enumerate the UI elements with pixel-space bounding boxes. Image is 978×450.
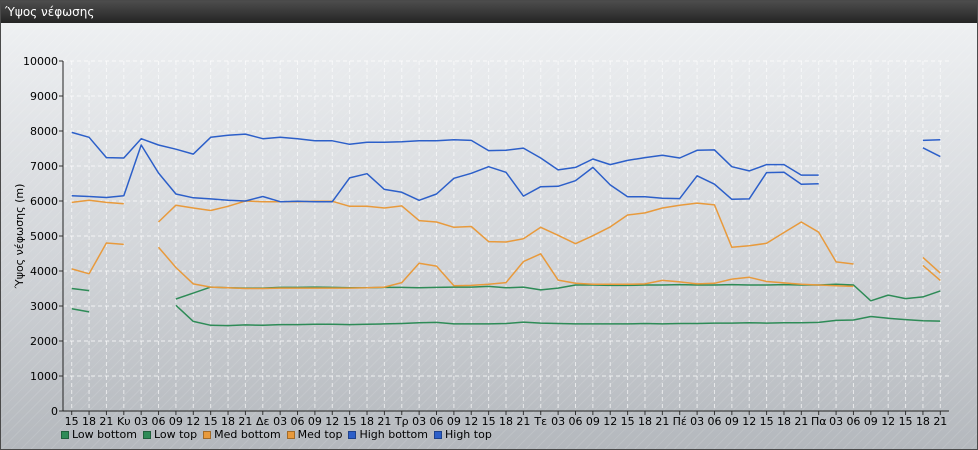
- legend-label: Low top: [153, 428, 198, 441]
- x-tick-label: 21: [377, 415, 391, 428]
- legend-label: Med bottom: [214, 428, 281, 441]
- y-tick-label: 0: [51, 405, 58, 418]
- x-tick-label: 15: [204, 415, 218, 428]
- x-tick-label: 06: [846, 415, 860, 428]
- x-tick-label: 15: [482, 415, 496, 428]
- x-tick-label: 06: [568, 415, 582, 428]
- y-tick-label: 10000: [23, 55, 58, 68]
- x-tick-label: 12: [464, 415, 478, 428]
- x-tick-label: 15: [760, 415, 774, 428]
- x-tick-label: Τρ: [394, 415, 409, 428]
- legend-label: High top: [445, 428, 492, 441]
- x-tick-label: 18: [221, 415, 235, 428]
- x-tick-label: 12: [186, 415, 200, 428]
- series-line-med-bottom: [157, 246, 854, 290]
- x-tick-label: 12: [325, 415, 339, 428]
- y-tick-label: 1000: [30, 370, 58, 383]
- x-tick-label: 18: [638, 415, 652, 428]
- x-tick-label: 03: [412, 415, 426, 428]
- x-tick-label: 21: [655, 415, 669, 428]
- x-tick-label: 06: [152, 415, 166, 428]
- series-line-high-top: [922, 139, 941, 142]
- legend-swatch: [348, 431, 357, 439]
- legend-swatch: [434, 431, 442, 439]
- legend-label: High bottom: [359, 428, 428, 441]
- y-tick-label: 7000: [30, 160, 58, 173]
- x-tick-label: 06: [707, 415, 721, 428]
- series-line-low-bottom: [175, 304, 941, 327]
- y-tick-label: 4000: [30, 265, 58, 278]
- series-line-med-top: [922, 256, 941, 274]
- x-tick-label: 15: [343, 415, 357, 428]
- y-tick-label: 3000: [30, 300, 58, 313]
- legend-item: High top: [434, 428, 492, 441]
- legend-swatch: [203, 431, 212, 439]
- legend-item: High bottom: [348, 428, 428, 441]
- legend-item: Low top: [142, 428, 198, 441]
- x-tick-label: 18: [499, 415, 513, 428]
- x-tick-label: 18: [777, 415, 791, 428]
- x-tick-label: 06: [291, 415, 305, 428]
- series-line-med-bottom: [922, 264, 941, 281]
- x-tick-label: 15: [621, 415, 635, 428]
- x-tick-label: 21: [238, 415, 252, 428]
- x-tick-label: 21: [516, 415, 530, 428]
- x-tick-label: 06: [430, 415, 444, 428]
- legend-label: Low bottom: [72, 428, 137, 441]
- legend-item: Med top: [286, 428, 343, 441]
- series-line-med-top: [71, 199, 124, 205]
- y-tick-label: 6000: [30, 195, 58, 208]
- x-tick-label: Κυ: [117, 415, 131, 428]
- legend-swatch: [286, 431, 295, 439]
- legend-item: Med bottom: [203, 428, 281, 441]
- title-bar: Ύψος νέφωσης: [1, 1, 977, 23]
- y-tick-label: 5000: [30, 230, 58, 243]
- series-line-high-top: [71, 131, 819, 176]
- x-tick-label: 12: [881, 415, 895, 428]
- series-line-med-top: [157, 200, 854, 265]
- x-tick-label: 09: [308, 415, 322, 428]
- y-axis-label: Ύψος νέφωσης (m): [13, 184, 26, 290]
- x-tick-label: 09: [169, 415, 183, 428]
- series-line-med-bottom: [71, 242, 124, 275]
- x-tick-label: 21: [794, 415, 808, 428]
- window-title: Ύψος νέφωσης: [5, 5, 95, 19]
- x-tick-label: 03: [829, 415, 843, 428]
- x-tick-label: Πα: [811, 415, 827, 428]
- x-tick-label: 21: [933, 415, 947, 428]
- series-line-low-bottom: [71, 308, 90, 313]
- legend-swatch: [61, 431, 69, 439]
- legend-swatch: [142, 431, 151, 439]
- x-tick-label: 18: [916, 415, 930, 428]
- x-tick-label: 03: [273, 415, 287, 428]
- legend-item: Low bottom: [61, 428, 137, 441]
- y-tick-label: 2000: [30, 335, 58, 348]
- x-tick-label: Πέ: [673, 415, 687, 428]
- y-tick-label: 9000: [30, 90, 58, 103]
- x-tick-label: 15: [899, 415, 913, 428]
- x-tick-label: 18: [360, 415, 374, 428]
- x-tick-label: 15: [65, 415, 79, 428]
- series-line-high-bottom: [922, 147, 941, 158]
- x-tick-label: 09: [864, 415, 878, 428]
- y-tick-label: 8000: [30, 125, 58, 138]
- x-tick-label: Δε: [256, 415, 270, 428]
- x-tick-label: 03: [551, 415, 565, 428]
- x-tick-label: 12: [603, 415, 617, 428]
- x-tick-label: 09: [725, 415, 739, 428]
- series-line-low-top: [71, 287, 90, 292]
- series-line-high-bottom: [71, 144, 819, 203]
- x-tick-label: 09: [586, 415, 600, 428]
- x-tick-label: 03: [690, 415, 704, 428]
- legend: Low bottom Low top Med bottom Med top High b…: [61, 428, 498, 442]
- x-tick-label: 09: [447, 415, 461, 428]
- x-tick-label: 21: [99, 415, 113, 428]
- x-tick-label: 18: [82, 415, 96, 428]
- x-tick-label: 12: [742, 415, 756, 428]
- legend-label: Med top: [297, 428, 343, 441]
- x-tick-label: 03: [134, 415, 148, 428]
- x-tick-label: Τε: [533, 415, 547, 428]
